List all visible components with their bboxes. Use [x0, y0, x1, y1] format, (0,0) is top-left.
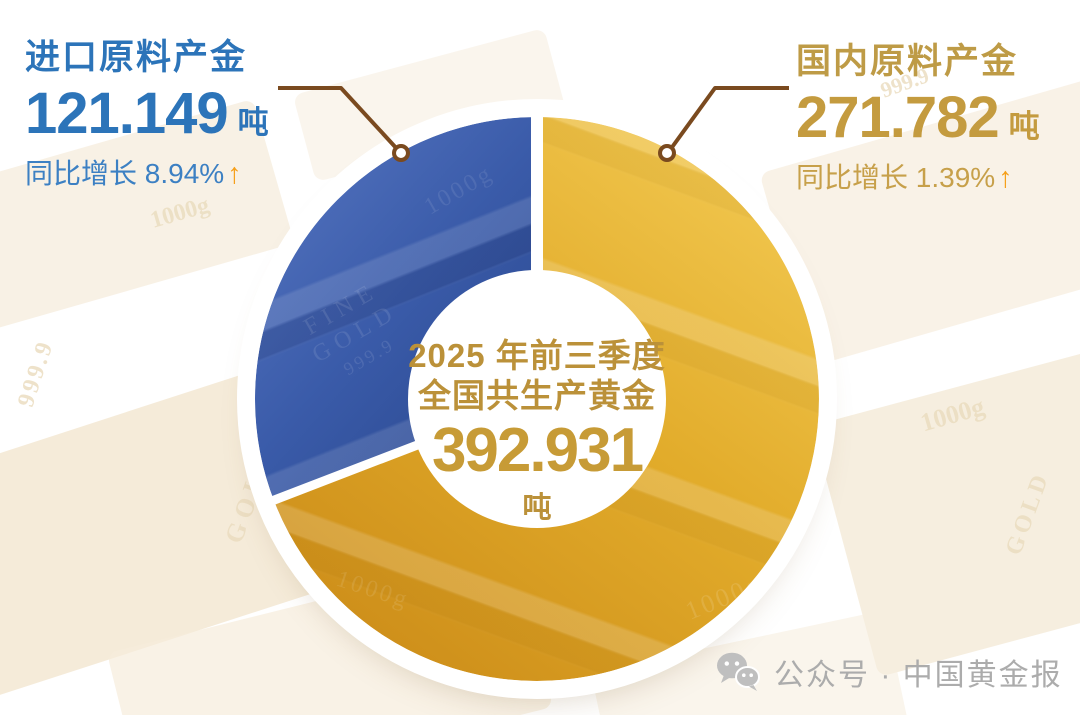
up-arrow-icon: ↑ — [998, 161, 1013, 194]
center-period-line: 2025 年前三季度 — [408, 337, 666, 374]
callout-line-domestic — [668, 86, 789, 152]
domestic-title: 国内原料产金 — [796, 42, 1019, 81]
watermark: 公众号 · 中国黄金报 — [716, 650, 1063, 694]
domestic-unit: 吨 — [1008, 108, 1040, 144]
domestic-yoy-row: 同比增长 1.39% ↑ — [796, 156, 1040, 196]
watermark-text: 公众号 · 中国黄金报 — [774, 659, 1063, 692]
label-block-imported: 进口原料产金 121.149 吨 同比增长 8.94% ↑ — [25, 38, 269, 192]
domestic-value: 271.782 — [796, 84, 1000, 150]
outer-white-ring — [237, 99, 837, 699]
wechat-icon — [717, 652, 760, 691]
center-total-unit: 吨 — [522, 492, 552, 525]
center-total-block: 2025 年前三季度 全国共生产黄金 392.931 吨 — [397, 336, 677, 526]
center-subject-line: 全国共生产黄金 — [418, 376, 656, 414]
imported-yoy-row: 同比增长 8.94% ↑ — [25, 152, 269, 192]
callout-dot-domestic — [658, 144, 676, 162]
engraving-purity: 999.9 — [898, 337, 961, 385]
domestic-yoy-text: 同比增长 1.39% — [796, 161, 996, 193]
engraving-gold: GOLD — [862, 297, 968, 372]
imported-value: 121.149 — [25, 80, 229, 146]
label-block-domestic: 国内原料产金 271.782 吨 同比增长 1.39% ↑ — [796, 42, 1040, 196]
imported-unit: 吨 — [237, 104, 269, 140]
domestic-value-row: 271.782 吨 — [796, 84, 1040, 150]
imported-yoy-text: 同比增长 8.94% — [25, 157, 225, 189]
callout-dot-imported — [392, 144, 410, 162]
center-total-value: 392.931 — [431, 416, 644, 486]
callout-line-imported — [278, 86, 400, 152]
imported-value-row: 121.149 吨 — [25, 80, 269, 146]
imported-title: 进口原料产金 — [25, 38, 248, 77]
up-arrow-icon: ↑ — [227, 157, 242, 190]
engraving-fine: FINE — [855, 274, 948, 342]
donut-hole — [408, 270, 666, 528]
